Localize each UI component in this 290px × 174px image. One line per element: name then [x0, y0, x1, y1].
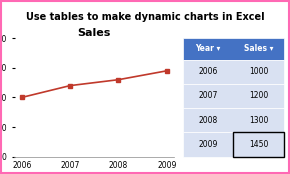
- Text: 2006: 2006: [198, 67, 218, 76]
- Text: 2007: 2007: [198, 92, 218, 100]
- Text: 2009: 2009: [198, 140, 218, 149]
- FancyBboxPatch shape: [183, 84, 284, 108]
- Text: 2008: 2008: [198, 116, 218, 125]
- Text: Sales ▾: Sales ▾: [244, 44, 273, 53]
- FancyBboxPatch shape: [233, 132, 284, 157]
- Text: 1200: 1200: [249, 92, 269, 100]
- Text: 1450: 1450: [249, 140, 269, 149]
- FancyBboxPatch shape: [183, 38, 284, 60]
- FancyBboxPatch shape: [183, 60, 284, 84]
- Text: Year ▾: Year ▾: [195, 44, 221, 53]
- Text: 1300: 1300: [249, 116, 269, 125]
- Text: Use tables to make dynamic charts in Excel: Use tables to make dynamic charts in Exc…: [26, 12, 264, 22]
- FancyBboxPatch shape: [183, 108, 284, 132]
- FancyBboxPatch shape: [183, 132, 284, 157]
- Title: Sales: Sales: [77, 27, 111, 38]
- Text: 1000: 1000: [249, 67, 269, 76]
